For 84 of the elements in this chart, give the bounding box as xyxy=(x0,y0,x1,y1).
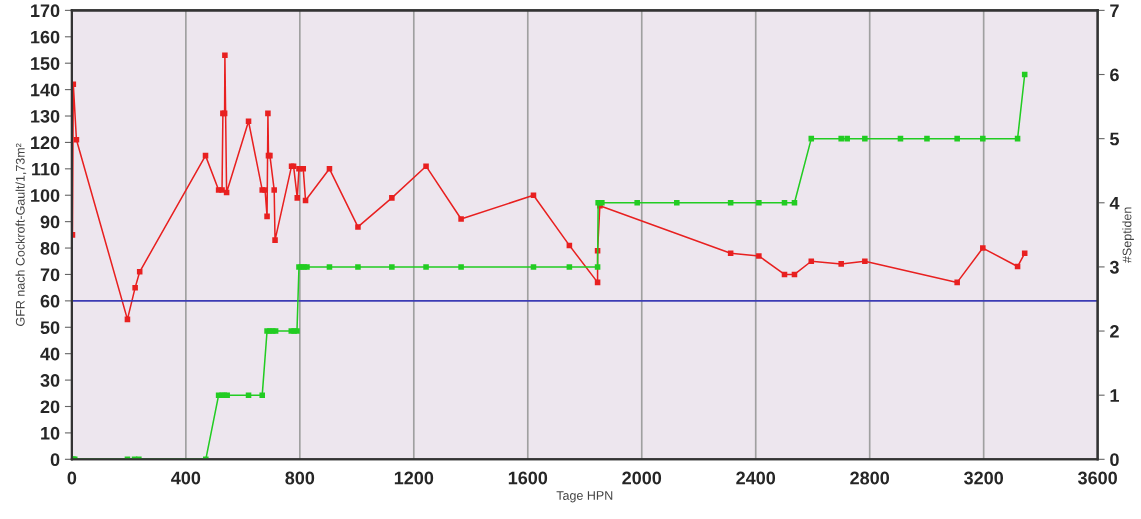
y-tick-label: 150 xyxy=(31,57,60,70)
y-tick-label: 10 xyxy=(41,426,60,440)
y-tick-label: 70 xyxy=(40,268,60,282)
y-tick-label: 90 xyxy=(40,215,60,229)
y2-tick-label: 3 xyxy=(1109,260,1119,274)
point xyxy=(326,264,333,270)
y2-axis-title: #Septiden xyxy=(1122,207,1134,263)
point xyxy=(219,187,225,193)
y-tick-label: 0 xyxy=(50,453,60,467)
point xyxy=(791,200,798,206)
x-tick-label: 1600 xyxy=(508,471,548,485)
point xyxy=(389,195,395,201)
point xyxy=(300,166,307,172)
point xyxy=(294,195,301,201)
point xyxy=(838,261,844,267)
point xyxy=(271,187,277,193)
point xyxy=(272,237,278,243)
point xyxy=(594,264,601,270)
point xyxy=(264,213,270,220)
x-tick-label: 400 xyxy=(171,471,201,485)
point xyxy=(132,284,138,291)
y-tick-label: 60 xyxy=(40,294,60,308)
point xyxy=(259,392,265,398)
y-tick-label: 80 xyxy=(40,241,60,255)
point xyxy=(530,192,537,199)
x-tick-label: 3600 xyxy=(1077,471,1117,485)
x-tick-label: 2400 xyxy=(736,471,776,485)
y-tick-label: 40 xyxy=(40,347,60,361)
point xyxy=(862,258,868,265)
x-tick-label: 800 xyxy=(285,471,315,485)
y-tick-label: 50 xyxy=(40,321,60,334)
point xyxy=(458,216,464,222)
point xyxy=(73,137,80,143)
point xyxy=(756,200,762,206)
y2-tick-label: 5 xyxy=(1110,132,1119,146)
y2-tick-label: 6 xyxy=(1110,68,1119,82)
point xyxy=(838,135,844,142)
point xyxy=(781,200,788,206)
y-tick-label: 160 xyxy=(31,30,60,44)
point xyxy=(980,245,986,251)
y2-tick-label: 7 xyxy=(1110,4,1119,17)
point xyxy=(530,264,537,270)
point xyxy=(222,52,228,59)
point xyxy=(326,166,333,172)
point xyxy=(566,264,573,270)
point xyxy=(924,135,930,142)
y-tick-label: 170 xyxy=(31,4,60,18)
point xyxy=(954,135,960,142)
y-tick-label: 110 xyxy=(32,162,60,176)
y2-tick-label: 0 xyxy=(1110,453,1119,467)
point xyxy=(355,264,361,270)
point xyxy=(980,135,986,142)
point xyxy=(265,110,271,117)
y2-tick-label: 4 xyxy=(1109,196,1120,210)
x-tick-label: 0 xyxy=(67,471,77,485)
point xyxy=(862,135,868,142)
point xyxy=(355,224,361,230)
x-tick-label: 1200 xyxy=(394,471,434,485)
point xyxy=(136,269,143,275)
point xyxy=(423,163,429,169)
y2-tick-label: 2 xyxy=(1110,324,1119,338)
point xyxy=(844,135,850,142)
point xyxy=(458,264,464,270)
point xyxy=(727,200,734,206)
y2-tick-label: 1 xyxy=(1110,389,1119,402)
point xyxy=(954,279,960,286)
point xyxy=(756,253,762,259)
y-tick-label: 100 xyxy=(31,189,60,202)
point xyxy=(674,200,680,206)
point xyxy=(389,264,395,270)
point xyxy=(423,264,429,270)
x-axis-title: Tage HPN xyxy=(556,491,613,503)
point xyxy=(245,392,252,398)
x-tick-label: 2000 xyxy=(622,471,662,485)
y-tick-label: 20 xyxy=(40,400,60,414)
y-tick-label: 130 xyxy=(31,109,60,123)
y-tick-label: 30 xyxy=(40,374,60,387)
y-tick-label: 140 xyxy=(31,83,60,97)
y-axis-title: GFR nach Cockroft-Gault/1,73m² xyxy=(15,143,27,326)
point xyxy=(634,200,640,206)
x-tick-label: 3200 xyxy=(964,471,1004,485)
x-tick-label: 2800 xyxy=(850,471,890,485)
point xyxy=(808,258,815,265)
y-tick-label: 120 xyxy=(31,136,60,150)
